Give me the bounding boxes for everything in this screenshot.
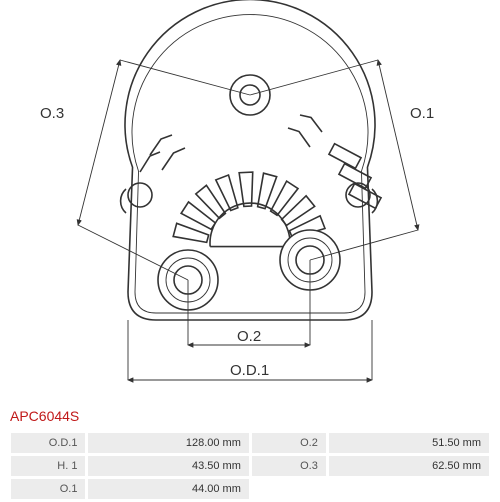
label-o1: O.1 [410,105,434,122]
cell-label: O.2 [252,433,326,453]
spec-table: O.D.1 128.00 mm O.2 51.50 mm H. 1 43.50 … [8,430,492,502]
table-row: O.1 44.00 mm [11,479,489,499]
part-number: APC6044S [10,408,79,424]
cell-label: O.3 [252,456,326,476]
cell-value: 62.50 mm [329,456,489,476]
cell-value: 44.00 mm [88,479,248,499]
table-row: H. 1 43.50 mm O.3 62.50 mm [11,456,489,476]
label-o3: O.3 [40,105,64,122]
cell-label: O.D.1 [11,433,85,453]
cell-label: O.1 [11,479,85,499]
technical-drawing: O.3 O.1 O.2 O.D.1 [0,0,500,400]
label-o2: O.2 [237,328,261,345]
cell-value: 43.50 mm [88,456,248,476]
cell-label: H. 1 [11,456,85,476]
cell-value: 128.00 mm [88,433,248,453]
table-row: O.D.1 128.00 mm O.2 51.50 mm [11,433,489,453]
cell-value: 51.50 mm [329,433,489,453]
label-od1: O.D.1 [230,362,269,379]
